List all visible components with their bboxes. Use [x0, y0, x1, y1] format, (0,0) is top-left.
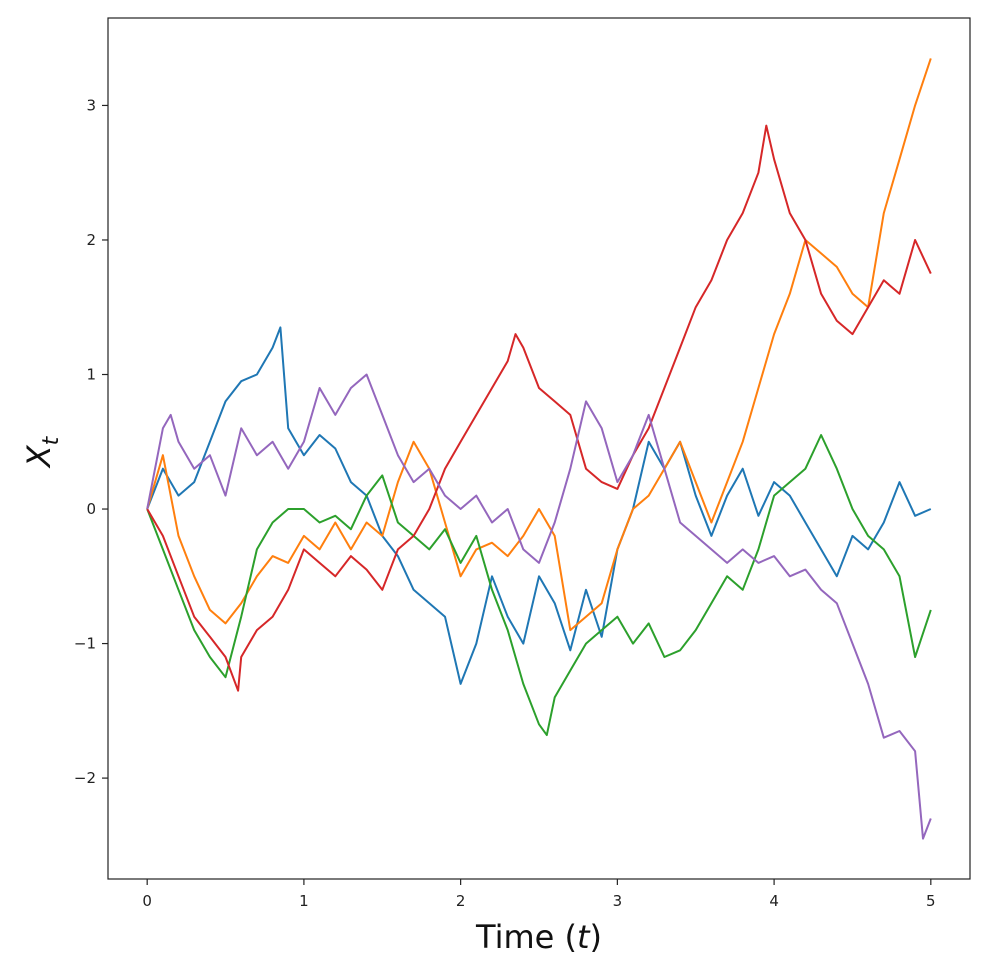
x-tick-label: 2 [456, 892, 466, 910]
series-line-3 [146, 434, 932, 737]
y-tick-label: 1 [86, 366, 96, 384]
x-tick-label: 3 [613, 892, 623, 910]
y-tick-label: 2 [86, 231, 96, 249]
y-tick-label: 0 [86, 500, 96, 518]
x-tick-label: 4 [769, 892, 779, 910]
plot-frame [107, 17, 971, 880]
series-layer [146, 58, 932, 840]
y-tick-label: −2 [74, 769, 96, 787]
series-line-2 [146, 58, 932, 632]
x-tick-label: 5 [926, 892, 936, 910]
x-tick-label: 1 [299, 892, 309, 910]
y-axis-ticks: −2 −1 0 1 2 3 [74, 96, 108, 787]
y-tick-label: −1 [74, 635, 96, 653]
x-tick-label: 0 [142, 892, 152, 910]
series-line-4 [146, 124, 932, 692]
x-axis-title: Time (t) [475, 918, 602, 956]
x-axis-ticks: 0 1 2 3 4 5 [142, 879, 936, 910]
series-line-5 [146, 373, 932, 840]
y-tick-label: 3 [86, 96, 96, 114]
y-axis-title: Xt [20, 435, 64, 469]
series-line-1 [146, 326, 932, 685]
